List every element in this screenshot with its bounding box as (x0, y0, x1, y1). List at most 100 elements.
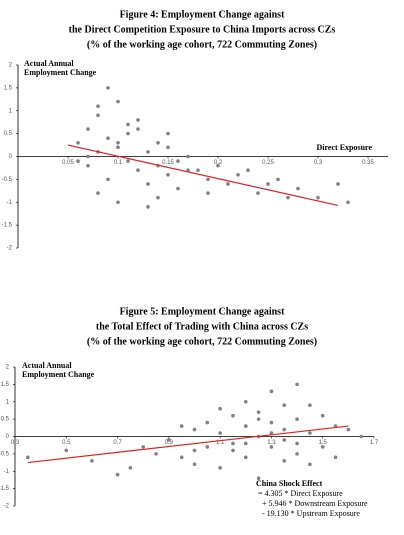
scatter-point (282, 403, 287, 408)
scatter-point (286, 195, 290, 200)
scatter-point (256, 417, 261, 421)
scatter-point (231, 441, 235, 446)
y-tick-label: -1.5 (2, 223, 13, 229)
scatter-point (136, 127, 140, 131)
scatter-point (295, 441, 299, 446)
x-tick-label: 0.9 (165, 440, 174, 446)
y-tick-label: 1.5 (4, 85, 13, 91)
scatter-point (205, 445, 210, 449)
y-tick-label: 1.5 (1, 382, 10, 388)
y-axis-label: Actual Annual (24, 59, 74, 68)
y-tick-label: 2 (6, 365, 10, 371)
y-tick-label: -0.5 (0, 451, 10, 457)
scatter-point (186, 154, 190, 159)
scatter-point (295, 382, 299, 387)
scatter-point (76, 140, 80, 145)
annotation: + 5.946 * Downstream Exposure (262, 499, 368, 508)
scatter-point (76, 159, 80, 163)
scatter-point (156, 195, 160, 200)
scatter-point (346, 200, 350, 205)
scatter-point (116, 140, 120, 145)
scatter-point (282, 459, 287, 463)
scatter-point (269, 431, 274, 435)
scatter-point (256, 410, 261, 414)
scatter-point (106, 177, 110, 182)
y-tick-label: 1 (9, 108, 13, 114)
scatter-point (128, 465, 133, 470)
scatter-point (359, 434, 363, 439)
annotation: - 19.130 * Upstream Exposure (262, 509, 360, 518)
scatter-point (269, 420, 274, 425)
scatter-point (26, 455, 30, 460)
y-tick-label: -2 (4, 504, 10, 510)
scatter-point (320, 413, 325, 418)
scatter-point (206, 177, 210, 182)
scatter-point (308, 462, 312, 467)
scatter-point (136, 118, 140, 122)
scatter-point (231, 413, 235, 418)
scatter-point (316, 195, 320, 200)
y-tick-label: 0 (6, 434, 10, 440)
y-tick-label: -2 (7, 246, 13, 252)
scatter-point (206, 191, 210, 195)
x-axis-label: China Shock Effect (256, 479, 323, 488)
scatter-point (176, 186, 180, 191)
scatter-point (282, 427, 287, 432)
scatter-point (86, 127, 90, 131)
scatter-point (282, 438, 287, 442)
scatter-point (146, 150, 150, 154)
y-tick-label: -1.5 (0, 486, 10, 492)
scatter-point (256, 191, 260, 195)
x-tick-label: 0.15 (162, 160, 174, 166)
x-tick-label: 0.2 (214, 160, 223, 166)
scatter-point (96, 191, 100, 195)
scatter-point (106, 136, 110, 140)
scatter-point (266, 182, 270, 186)
scatter-point (308, 403, 312, 408)
scatter-point (218, 465, 222, 470)
scatter-point (126, 159, 130, 163)
scatter-point (141, 445, 146, 449)
y-tick-label: 0.5 (1, 417, 10, 423)
y-tick-label: 1 (6, 399, 10, 405)
y-tick-label: -1 (7, 200, 13, 206)
scatter-point (126, 131, 130, 136)
scatter-point (86, 154, 90, 159)
scatter-point (276, 177, 280, 182)
scatter-point (243, 424, 248, 428)
scatter-point (179, 424, 184, 428)
x-tick-label: 0.5 (62, 440, 71, 446)
scatter-point (192, 448, 197, 453)
scatter-point (295, 417, 299, 421)
y-tick-label: 2 (9, 63, 13, 69)
scatter-point (243, 399, 248, 404)
scatter-point (218, 406, 222, 411)
scatter-point (86, 163, 90, 168)
scatter-point (336, 182, 340, 186)
scatter-point (218, 431, 222, 435)
scatter-point (231, 448, 235, 453)
scatter-point (96, 113, 100, 118)
x-tick-label: 0.35 (362, 160, 374, 166)
trend-line (67, 144, 339, 207)
scatter-point (166, 173, 170, 177)
scatter-point (126, 122, 130, 127)
scatter-point (90, 459, 94, 463)
scatter-point (333, 455, 338, 460)
scatter-point (192, 462, 197, 467)
scatter-point (166, 145, 170, 150)
scatter-point (246, 168, 250, 173)
scatter-point (269, 389, 274, 394)
x-tick-label: 0.3 (314, 160, 323, 166)
scatter-point (196, 168, 200, 173)
x-tick-label: 1.5 (319, 440, 328, 446)
y-axis-label: Employment Change (22, 370, 95, 379)
scatter-point (308, 431, 312, 435)
scatter-point (216, 163, 220, 168)
figure-title: Figure 4: Employment Change against (120, 9, 285, 20)
scatter-point (115, 472, 120, 477)
scatter-point (226, 182, 230, 186)
x-tick-label: 0.05 (62, 160, 74, 166)
scatter-point (156, 140, 160, 145)
